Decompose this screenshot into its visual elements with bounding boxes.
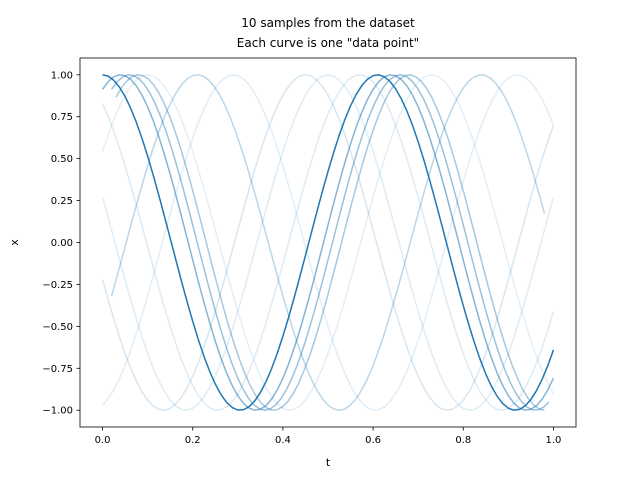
series-layer: [101, 74, 555, 411]
series-line-3: [110, 74, 550, 411]
y-tick-label: −1.00: [42, 406, 73, 417]
y-axis-label: x: [8, 239, 21, 246]
series-line-1: [102, 74, 555, 411]
y-tick-label: −0.50: [42, 322, 73, 333]
x-tick-label: 0.2: [185, 435, 201, 446]
x-tick-label: 0.0: [95, 435, 111, 446]
y-tick-label: 0.25: [51, 196, 73, 207]
series-line-9: [101, 74, 555, 411]
series-line-2: [101, 74, 555, 411]
series-line-4: [115, 74, 545, 411]
y-tick-label: 0.75: [51, 112, 73, 123]
series-line-10: [101, 74, 555, 411]
x-tick-label: 0.4: [275, 435, 291, 446]
x-axis: 0.0 0.2 0.4 0.6 0.8 1.0: [95, 427, 562, 446]
series-line-5: [110, 74, 546, 411]
series-line-8: [101, 74, 555, 411]
chart-title-line-1: 10 samples from the dataset: [241, 16, 415, 30]
y-axis: −1.00 −0.75 −0.50 −0.25 0.00 0.25 0.50 0.75 1.00: [42, 70, 80, 417]
y-tick-label: 0.50: [51, 154, 73, 165]
chart-title-line-2: Each curve is one "data point": [237, 36, 419, 50]
y-tick-label: −0.75: [42, 364, 73, 375]
x-axis-label: t: [326, 456, 331, 469]
x-tick-label: 1.0: [546, 435, 562, 446]
x-tick-label: 0.6: [365, 435, 381, 446]
y-tick-label: 0.00: [51, 238, 73, 249]
x-tick-label: 0.8: [455, 435, 471, 446]
series-line-7: [101, 74, 555, 411]
series-line-6: [101, 74, 555, 411]
y-tick-label: 1.00: [51, 70, 73, 81]
y-tick-label: −0.25: [42, 280, 73, 291]
